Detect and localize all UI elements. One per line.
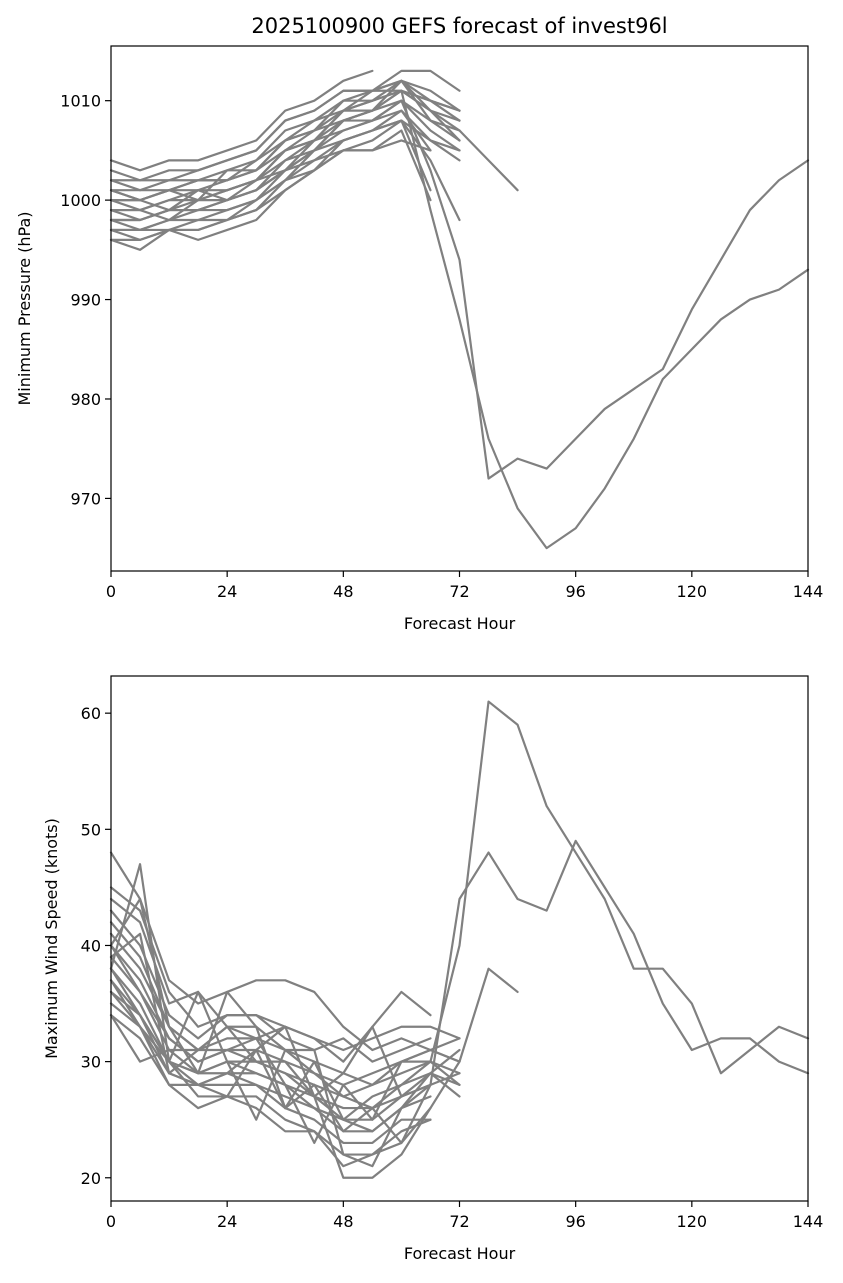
pressure-series-line-m20 <box>109 99 810 480</box>
pressure-y-tick-label: 990 <box>70 291 101 310</box>
pressure-x-axis: 0 24 48 72 96 120 144 <box>106 571 823 601</box>
wind-series-line-m20 <box>109 839 810 1145</box>
wind-series-line-m03 <box>109 897 432 1063</box>
wind-series-line-m15 <box>109 1014 432 1168</box>
pressure-x-axis-label: Forecast Hour <box>404 614 516 633</box>
wind-y-axis-label: Maximum Wind Speed (knots) <box>42 818 61 1059</box>
wind-x-tick-label: 144 <box>793 1212 824 1231</box>
wind-series-line-m16 <box>109 1014 461 1179</box>
wind-series-line-m01 <box>109 851 461 1052</box>
wind-x-tick-label: 120 <box>677 1212 708 1231</box>
pressure-x-tick-label: 120 <box>677 582 708 601</box>
pressure-series-line-m21 <box>109 89 810 550</box>
pressure-series-group <box>109 69 810 550</box>
pressure-series-line-m01 <box>109 69 374 172</box>
wind-series-line-m13 <box>109 990 432 1145</box>
pressure-chart: 2025100900 GEFS forecast of invest96l 0 2… <box>15 14 823 633</box>
wind-y-tick-label: 50 <box>81 820 101 839</box>
wind-y-tick-label: 20 <box>81 1169 101 1188</box>
pressure-x-tick-label: 72 <box>449 582 469 601</box>
pressure-y-axis: 970 980 990 1000 1010 <box>60 92 111 508</box>
wind-x-tick-label: 96 <box>565 1212 585 1231</box>
wind-chart: 0 24 48 72 96 120 144 20 30 40 50 60 Forecast Hour… <box>42 675 823 1263</box>
pressure-x-tick-label: 24 <box>217 582 237 601</box>
pressure-series-line-m19 <box>109 79 519 202</box>
pressure-y-tick-label: 1010 <box>60 92 101 111</box>
wind-y-axis: 20 30 40 50 60 <box>81 704 111 1188</box>
wind-x-tick-label: 0 <box>106 1212 116 1231</box>
wind-series-line-m21 <box>109 700 810 1121</box>
wind-x-tick-label: 72 <box>449 1212 469 1231</box>
pressure-x-tick-label: 144 <box>793 582 824 601</box>
wind-y-tick-label: 30 <box>81 1053 101 1072</box>
pressure-y-tick-label: 980 <box>70 390 101 409</box>
pressure-y-tick-label: 1000 <box>60 191 101 210</box>
wind-x-axis: 0 24 48 72 96 120 144 <box>106 1201 823 1231</box>
pressure-x-tick-label: 48 <box>333 582 353 601</box>
wind-y-tick-label: 40 <box>81 936 101 955</box>
pressure-series-line-m13 <box>109 139 432 241</box>
wind-y-tick-label: 60 <box>81 704 101 723</box>
wind-series-group <box>109 700 810 1179</box>
pressure-x-tick-label: 96 <box>565 582 585 601</box>
pressure-x-tick-label: 0 <box>106 582 116 601</box>
wind-x-axis-label: Forecast Hour <box>404 1244 516 1263</box>
pressure-y-tick-label: 970 <box>70 489 101 508</box>
chart-title: 2025100900 GEFS forecast of invest96l <box>251 14 667 38</box>
wind-x-tick-label: 24 <box>217 1212 237 1231</box>
pressure-y-axis-label: Minimum Pressure (hPa) <box>15 212 34 406</box>
wind-x-tick-label: 48 <box>333 1212 353 1231</box>
